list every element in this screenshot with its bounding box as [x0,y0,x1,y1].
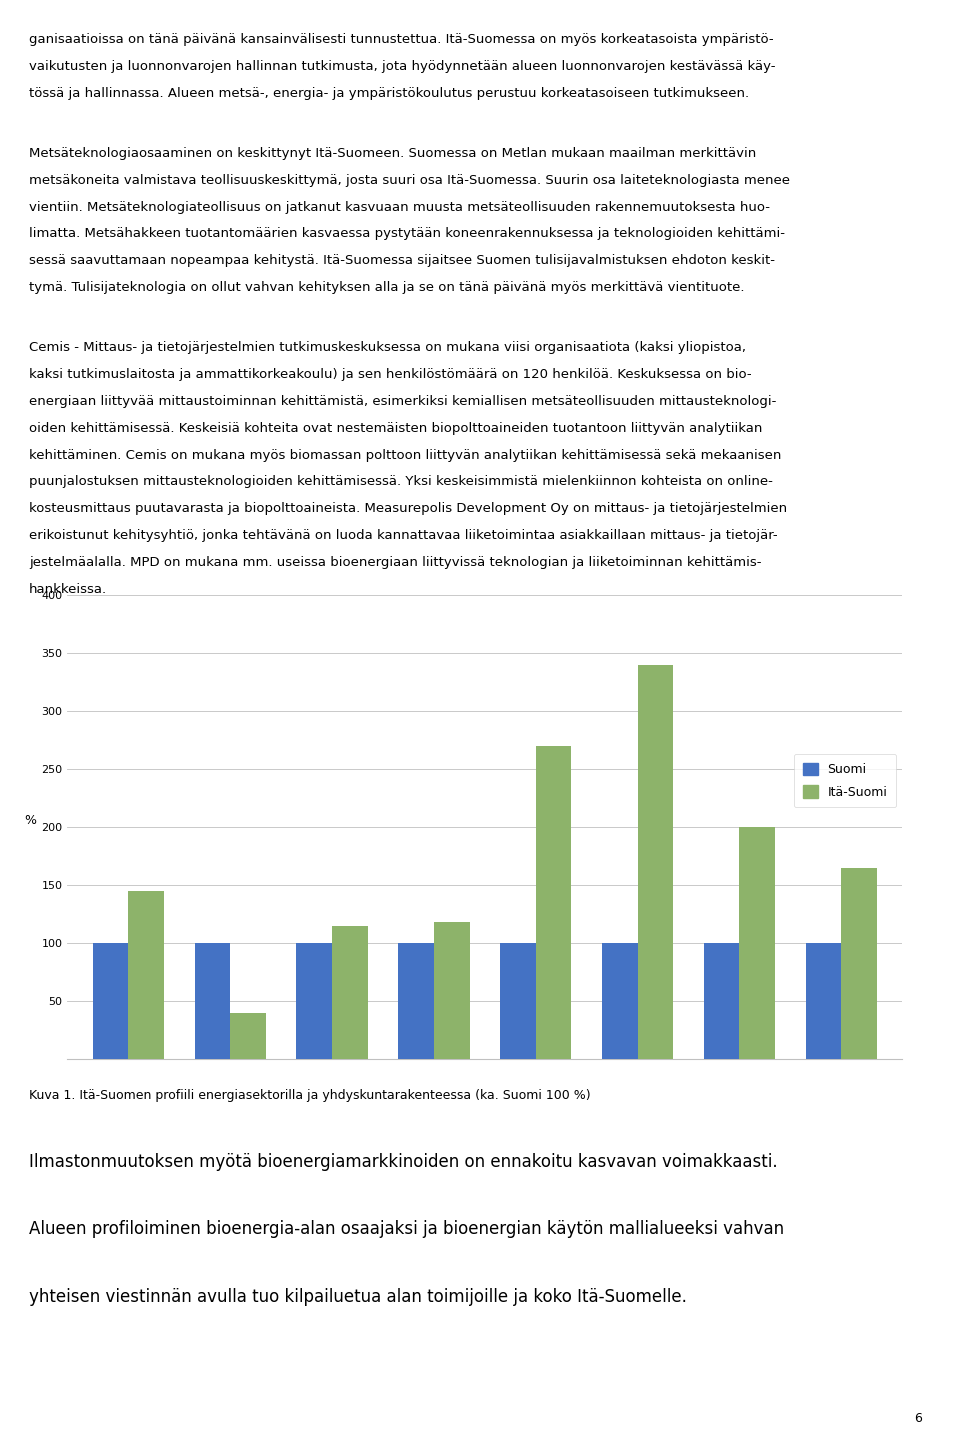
Text: kehittäminen. Cemis on mukana myös biomassan polttoon liittyvän analytiikan kehi: kehittäminen. Cemis on mukana myös bioma… [29,448,781,461]
Text: puunjalostuksen mittausteknologioiden kehittämisessä. Yksi keskeisimmistä mielen: puunjalostuksen mittausteknologioiden ke… [29,476,773,489]
Bar [841,868,876,1059]
Text: oiden kehittämisessä. Keskeisiä kohteita ovat nestemäisten biopolttoaineiden tuo: oiden kehittämisessä. Keskeisiä kohteita… [29,422,762,435]
Text: 6: 6 [914,1412,922,1425]
Text: kosteusmittaus puutavarasta ja biopolttoaineista. Measurepolis Development Oy on: kosteusmittaus puutavarasta ja biopoltto… [29,502,787,515]
Text: limatta. Metsähakkeen tuotantomäärien kasvaessa pystytään koneenrakennuksessa ja: limatta. Metsähakkeen tuotantomäärien ka… [29,228,784,241]
Text: energiaan liittyvää mittaustoiminnan kehittämistä, esimerkiksi kemiallisen metsä: energiaan liittyvää mittaustoiminnan keh… [29,395,777,408]
Text: kaksi tutkimuslaitosta ja ammattikorkeakoulu) ja sen henkilöstömäärä on 120 henk: kaksi tutkimuslaitosta ja ammattikorkeak… [29,369,752,382]
Text: Alueen profiloiminen bioenergia-alan osaajaksi ja bioenergian käytön mallialueek: Alueen profiloiminen bioenergia-alan osa… [29,1220,784,1238]
Text: Metsäteknologiaosaaminen on keskittynyt Itä-Suomeen. Suomessa on Metlan mukaan m: Metsäteknologiaosaaminen on keskittynyt … [29,147,756,160]
Bar [297,943,332,1059]
Text: metsäkoneita valmistava teollisuuskeskittymä, josta suuri osa Itä-Suomessa. Suur: metsäkoneita valmistava teollisuuskeskit… [29,174,790,187]
Text: vientiin. Metsäteknologiateollisuus on jatkanut kasvuaan muusta metsäteollisuude: vientiin. Metsäteknologiateollisuus on j… [29,200,770,213]
Bar [602,943,637,1059]
Bar [434,923,469,1059]
Text: ganisaatioissa on tänä päivänä kansainvälisesti tunnustettua. Itä-Suomessa on my: ganisaatioissa on tänä päivänä kansainvä… [29,33,774,46]
Bar [637,665,673,1059]
Text: hankkeissa.: hankkeissa. [29,583,107,596]
Text: vaikutusten ja luonnonvarojen hallinnan tutkimusta, jota hyödynnetään alueen luo: vaikutusten ja luonnonvarojen hallinnan … [29,59,776,73]
Text: Cemis - Mittaus- ja tietojärjestelmien tutkimuskeskuksessa on mukana viisi organ: Cemis - Mittaus- ja tietojärjestelmien t… [29,341,746,354]
Bar [739,827,775,1059]
Bar [805,943,841,1059]
Text: sessä saavuttamaan nopeampaa kehitystä. Itä-Suomessa sijaitsee Suomen tulisijava: sessä saavuttamaan nopeampaa kehitystä. … [29,254,775,267]
Bar [704,943,739,1059]
Bar [93,943,129,1059]
Bar [332,926,368,1059]
Bar [398,943,434,1059]
Bar [230,1013,266,1059]
Bar [129,891,164,1059]
Bar [536,746,571,1059]
Text: Ilmastonmuutoksen myötä bioenergiamarkkinoiden on ennakoitu kasvavan voimakkaast: Ilmastonmuutoksen myötä bioenergiamarkki… [29,1152,778,1171]
Text: erikoistunut kehitysyhtiö, jonka tehtävänä on luoda kannattavaa liiketoimintaa a: erikoistunut kehitysyhtiö, jonka tehtävä… [29,530,778,543]
Text: tymä. Tulisijateknologia on ollut vahvan kehityksen alla ja se on tänä päivänä m: tymä. Tulisijateknologia on ollut vahvan… [29,281,744,295]
Bar [195,943,230,1059]
Text: yhteisen viestinnän avulla tuo kilpailuetua alan toimijoille ja koko Itä-Suomell: yhteisen viestinnän avulla tuo kilpailue… [29,1287,686,1306]
Bar [500,943,536,1059]
Text: Kuva 1. Itä-Suomen profiili energiasektorilla ja yhdyskuntarakenteessa (ka. Suom: Kuva 1. Itä-Suomen profiili energiasekto… [29,1090,590,1101]
Y-axis label: %: % [24,814,36,827]
Text: tössä ja hallinnassa. Alueen metsä-, energia- ja ympäristökoulutus perustuu kork: tössä ja hallinnassa. Alueen metsä-, ene… [29,87,749,100]
Text: jestelmäalalla. MPD on mukana mm. useissa bioenergiaan liittyvissä teknologian j: jestelmäalalla. MPD on mukana mm. useiss… [29,556,761,569]
Legend: Suomi, Itä-Suomi: Suomi, Itä-Suomi [794,755,896,807]
